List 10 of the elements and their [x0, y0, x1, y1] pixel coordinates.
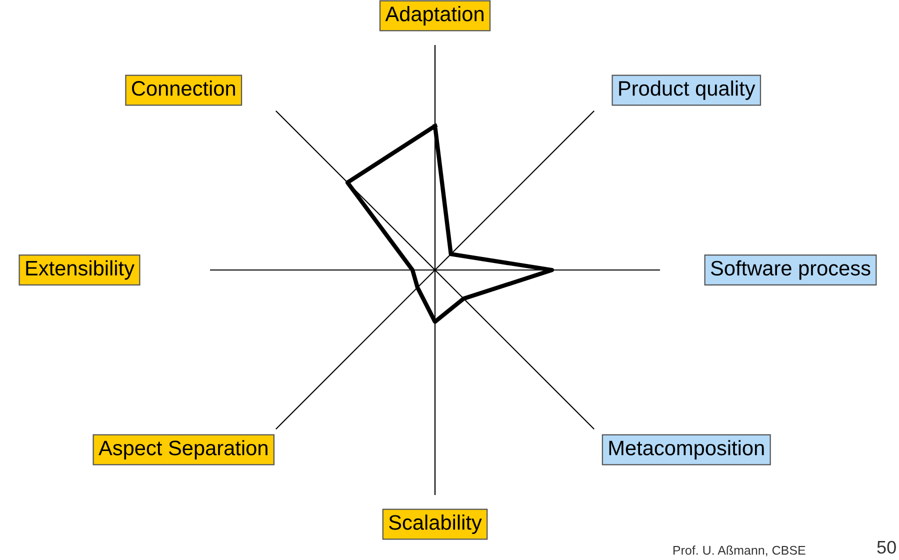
spoke-label: Scalability: [389, 514, 482, 534]
spoke-label: Software process: [710, 260, 870, 280]
text: 50: [877, 540, 896, 554]
text: Prof. U. Aßmann, CBSE: [673, 546, 806, 556]
spoke-label: Metacomposition: [609, 440, 764, 460]
spoke-label: Aspect Separation: [98, 440, 268, 460]
spoke-label: Extensibility: [26, 260, 134, 280]
spoke-label: Connection: [132, 80, 235, 96]
spoke-label: Product quality: [619, 80, 756, 100]
spoke-label: Adaptation: [385, 6, 484, 26]
